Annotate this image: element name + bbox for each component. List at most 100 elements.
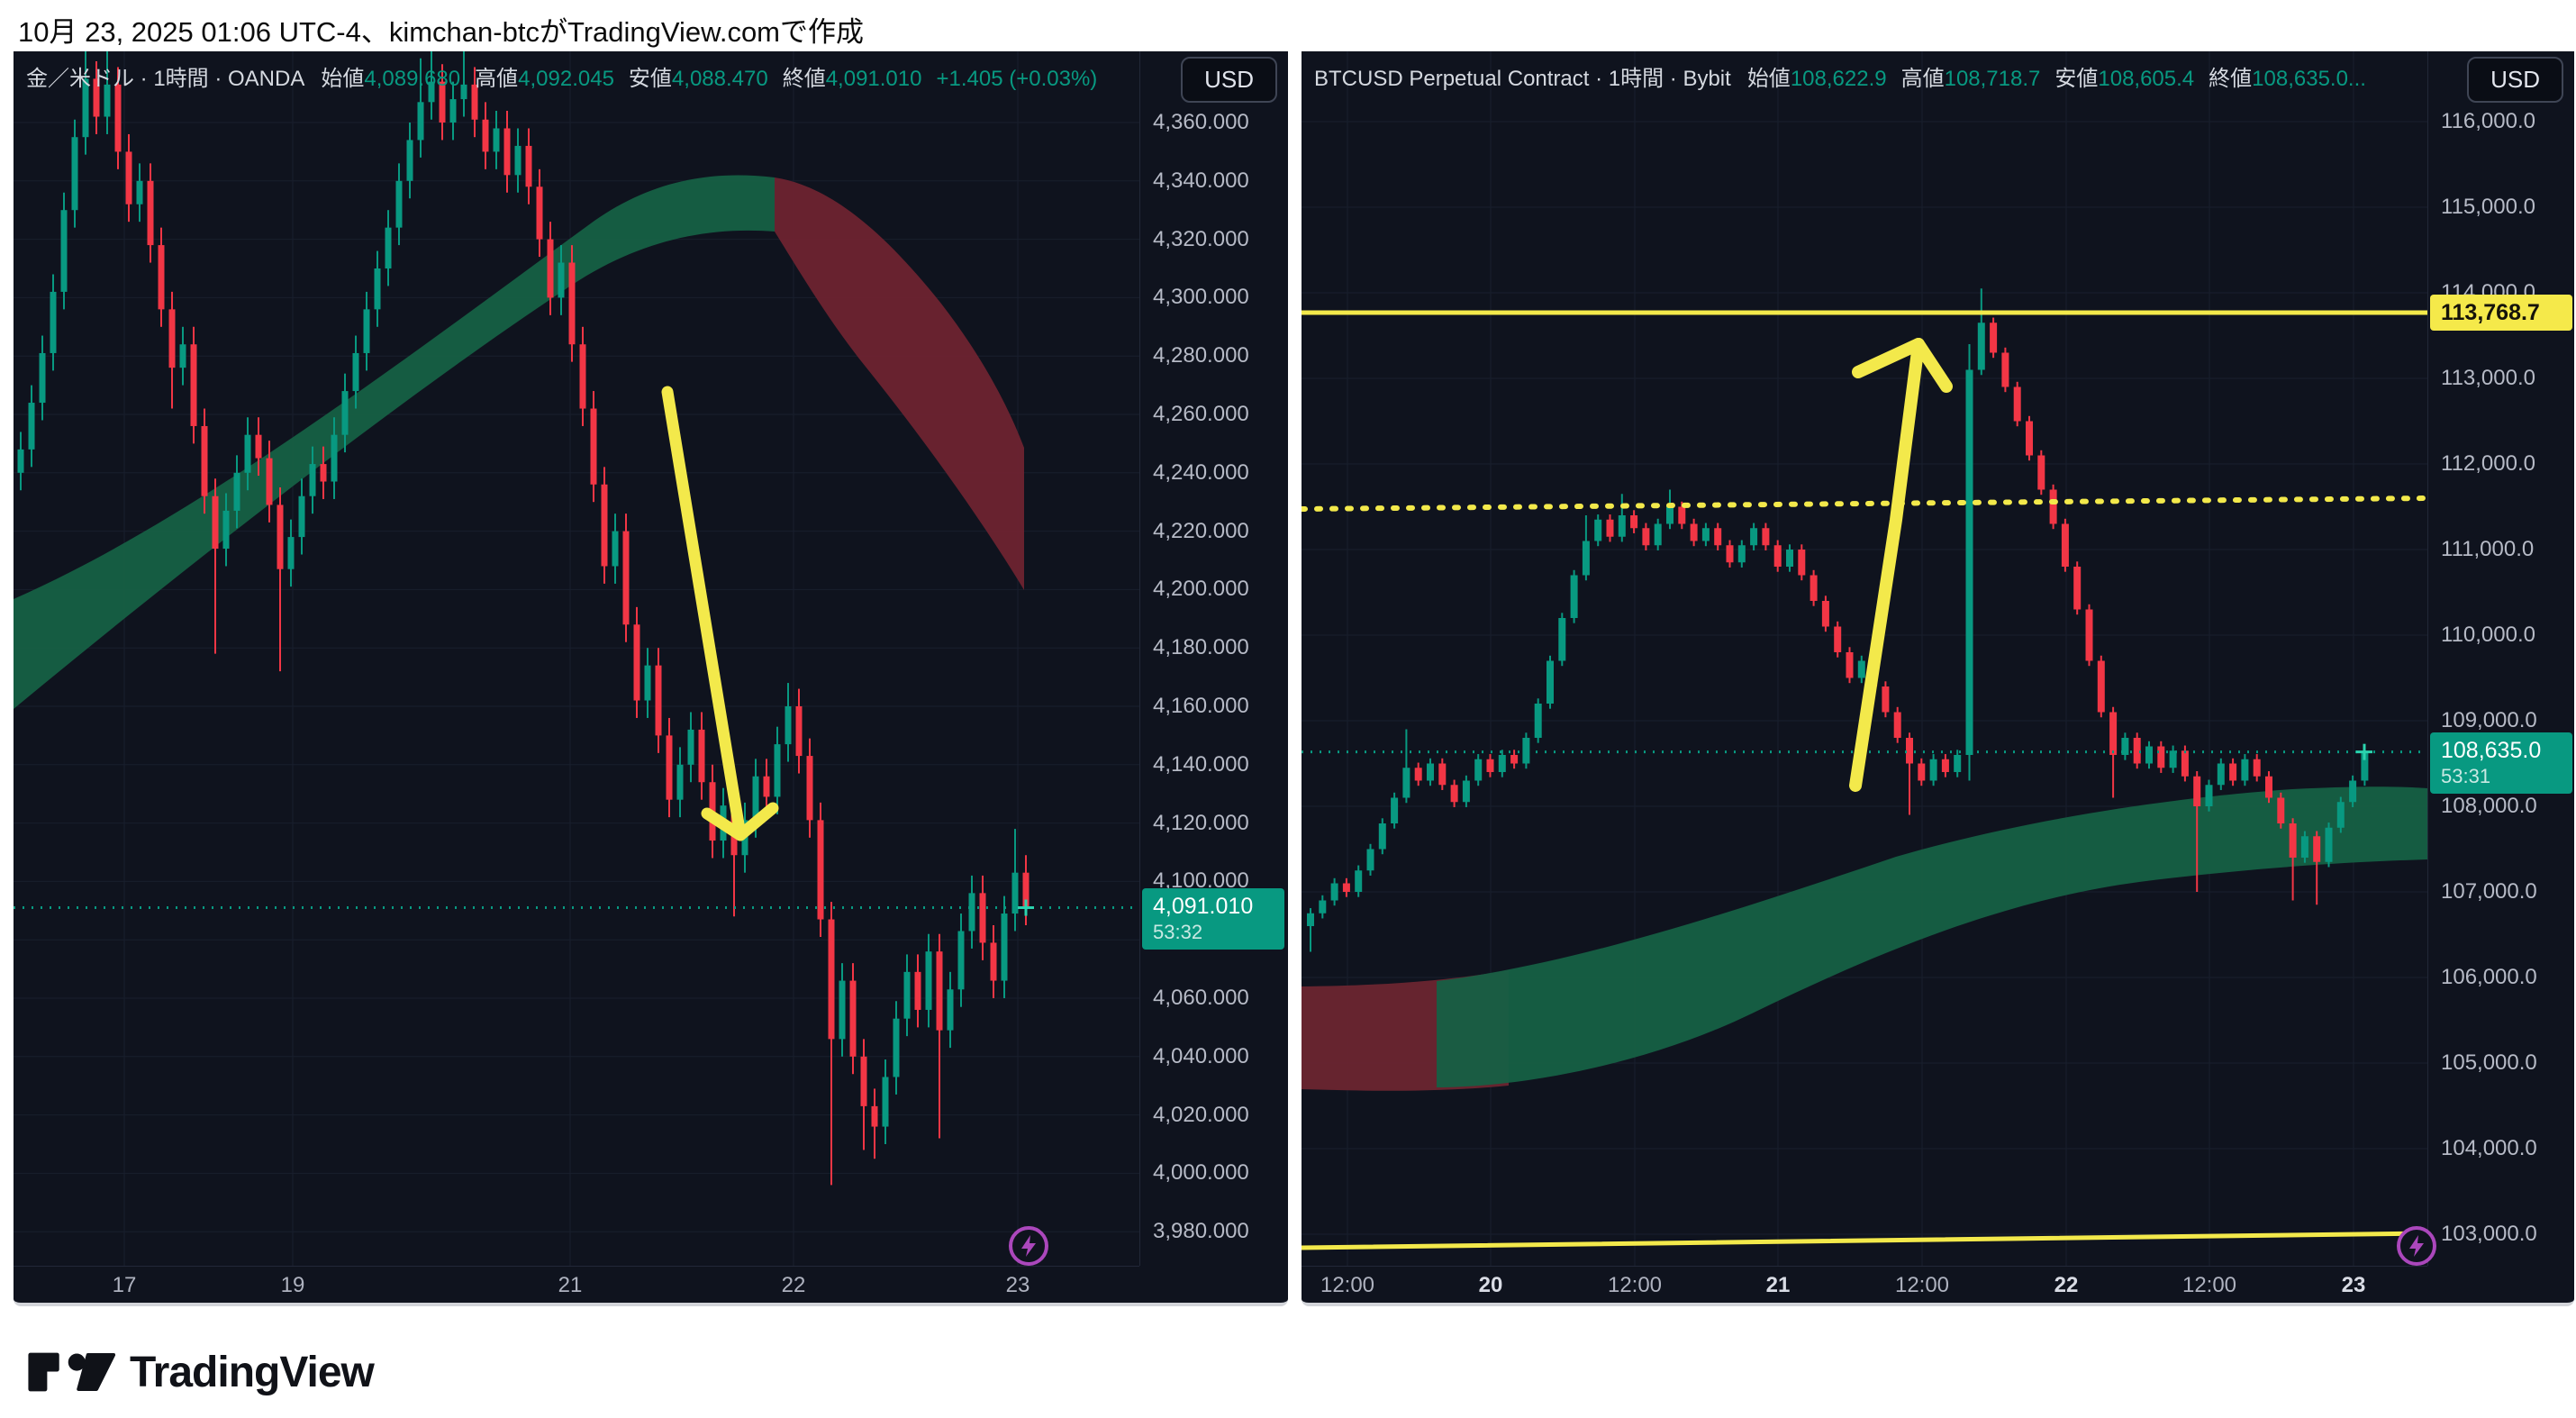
- open-label: 始値: [321, 67, 365, 91]
- btc-current-price-badge: 108,635.0 53:31: [2430, 732, 2572, 794]
- candle-body: [2277, 797, 2285, 823]
- candle-body: [1786, 550, 1793, 567]
- gold-symbol-title: 金／米ドル · 1時間 · OANDA: [26, 67, 305, 91]
- candle-body: [2157, 746, 2165, 768]
- gold-chart-canvas[interactable]: [14, 51, 1139, 1266]
- candle-body: [2313, 836, 2321, 862]
- boost-icon[interactable]: [2395, 1224, 2438, 1268]
- candle-body: [1941, 759, 1949, 772]
- candle-body: [1534, 704, 1542, 738]
- candle-body: [1486, 759, 1494, 772]
- candle-body: [1011, 872, 1019, 914]
- candle-body: [341, 391, 349, 435]
- candle-body: [1773, 545, 1782, 567]
- candle-body: [1701, 528, 1710, 541]
- candle-body: [1798, 550, 1806, 576]
- btc-symbol-title: BTCUSD Perpetual Contract · 1時間 · Bybit: [1314, 67, 1731, 91]
- candle-body: [2061, 523, 2069, 567]
- candle-body: [1750, 528, 1758, 546]
- btc-price-axis[interactable]: 113,768.7 108,635.0 53:31 116,000.0 115,0…: [2427, 51, 2574, 1266]
- candle-body: [2361, 751, 2369, 781]
- candle-body: [622, 531, 630, 625]
- candle-body: [39, 352, 46, 404]
- candle-body: [1022, 872, 1029, 908]
- time-axis-label: 21: [1765, 1273, 1791, 1297]
- gold-price-axis[interactable]: 4,091.010 53:32 4,360.000 4,340.000 4,320.…: [1139, 51, 1288, 1266]
- candle-body: [82, 78, 89, 138]
- candle-body: [979, 893, 986, 943]
- candle-body: [406, 140, 413, 181]
- candle-body: [222, 510, 230, 550]
- candle-body: [417, 102, 424, 141]
- candle-body: [1522, 738, 1530, 764]
- candle-body: [428, 81, 435, 103]
- btc-bar-countdown: 53:31: [2441, 764, 2491, 787]
- time-axis-label: 22: [2054, 1273, 2079, 1297]
- candle-body: [1737, 545, 1746, 563]
- candle-body: [2241, 759, 2249, 781]
- boost-icon[interactable]: [1007, 1224, 1050, 1268]
- candle-body: [320, 464, 327, 482]
- price-axis-label: 4,280.000: [1153, 343, 1249, 368]
- price-axis-label: 4,220.000: [1153, 518, 1249, 543]
- gold-time-axis[interactable]: 17 19 21 22 23: [14, 1266, 1139, 1303]
- close-value: 4,091.010: [825, 67, 922, 91]
- snapshot-attribution: 10月 23, 2025 01:06 UTC-4、kimchan-btcがTra…: [18, 16, 865, 48]
- candle-body: [374, 268, 381, 310]
- candle-body: [50, 291, 57, 353]
- candle-body: [860, 1056, 867, 1106]
- time-axis-label: 23: [2341, 1273, 2366, 1297]
- candle-body: [2026, 421, 2033, 456]
- candle-body: [1498, 755, 1506, 772]
- dotted-level-line: [1302, 495, 2427, 512]
- btc-current-price: 108,635.0: [2441, 737, 2542, 763]
- candle-body: [2013, 386, 2021, 422]
- close-label: 終値: [782, 67, 826, 91]
- time-axis-label: 23: [1005, 1273, 1030, 1297]
- candle-body: [331, 434, 338, 482]
- candle-body: [2205, 785, 2213, 806]
- candle-body: [2265, 776, 2272, 798]
- btc-level-badge: 113,768.7: [2430, 294, 2572, 331]
- candle-body: [1450, 785, 1458, 803]
- time-axis-label: 17: [112, 1273, 137, 1297]
- candle-body: [957, 931, 965, 990]
- candle-body: [168, 309, 176, 368]
- candle-body: [2193, 776, 2201, 806]
- candle-body: [158, 245, 165, 310]
- price-axis-label: 4,240.000: [1153, 459, 1249, 485]
- candle-body: [1690, 523, 1698, 541]
- candle-body: [2085, 609, 2093, 661]
- btc-chart-canvas[interactable]: [1302, 51, 2427, 1266]
- low-label: 安値: [628, 67, 672, 91]
- candle-body: [601, 484, 608, 567]
- candle-body: [2217, 763, 2225, 786]
- candle-body: [763, 776, 770, 797]
- btc-time-axis[interactable]: 12:00 20 12:00 21 12:00 22 12:00 23: [1302, 1266, 2427, 1303]
- price-axis-label: 104,000.0: [2441, 1136, 2537, 1160]
- price-axis-label: 4,140.000: [1153, 751, 1249, 777]
- price-axis-label: 4,160.000: [1153, 694, 1249, 718]
- candle-body: [395, 180, 403, 228]
- candle-body: [2325, 827, 2333, 862]
- currency-button[interactable]: USD: [2467, 57, 2563, 103]
- candle-body: [352, 352, 359, 392]
- price-axis-label: 4,180.000: [1153, 635, 1249, 660]
- price-axis-label: 115,000.0: [2441, 195, 2535, 219]
- candle-body: [1414, 768, 1422, 781]
- close-value: 108,635.0...: [2252, 67, 2366, 91]
- candle-body: [936, 951, 943, 1031]
- candle-body: [817, 820, 824, 920]
- price-axis-label: 107,000.0: [2441, 879, 2537, 904]
- candle-body: [698, 729, 705, 783]
- candle-body: [947, 989, 954, 1031]
- time-axis-label: 12:00: [1607, 1273, 1663, 1297]
- candle-body: [1762, 528, 1770, 546]
- candle-body: [1582, 541, 1590, 576]
- candle-body: [1510, 755, 1519, 764]
- candle-body: [104, 84, 111, 117]
- ma-ribbon-bull: [1437, 786, 2427, 1087]
- time-axis-label: 19: [280, 1273, 305, 1297]
- candle-body: [1882, 686, 1890, 713]
- currency-button[interactable]: USD: [1181, 57, 1277, 103]
